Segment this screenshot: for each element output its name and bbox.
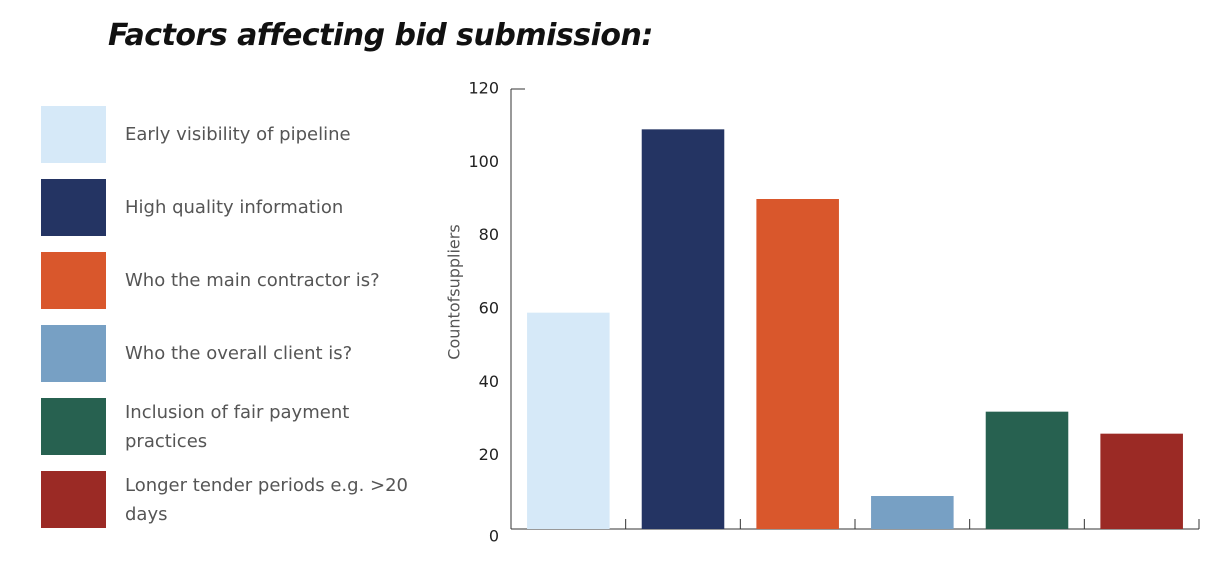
legend-item: Who the main contractor is? <box>41 252 441 309</box>
y-tick-label: 120 <box>468 79 499 98</box>
legend-swatch <box>41 398 106 455</box>
bar <box>871 496 954 529</box>
legend-item: Early visibility of pipeline <box>41 106 441 163</box>
y-tick-label: 0 <box>489 527 499 546</box>
legend-label: Inclusion of fair payment practices <box>125 401 350 452</box>
legend-swatch <box>41 252 106 309</box>
y-axis-label: Countofsuppliers <box>445 224 464 359</box>
bar <box>985 411 1069 529</box>
bar <box>756 199 839 529</box>
bar <box>1100 433 1183 529</box>
y-tick-label: 40 <box>479 372 499 391</box>
bar <box>527 312 610 529</box>
y-tick-label: 20 <box>479 445 499 464</box>
legend-swatch <box>41 325 106 382</box>
legend-label: Who the main contractor is? <box>125 270 380 291</box>
legend-label: Longer tender periods e.g. >20 days <box>125 474 409 525</box>
y-tick-label: 80 <box>479 225 499 244</box>
legend-swatch <box>41 106 106 163</box>
legend-label: High quality information <box>125 197 344 218</box>
legend-item: High quality information <box>41 179 441 236</box>
legend-item: Longer tender periods e.g. >20 days <box>41 471 441 528</box>
legend-item: Who the overall client is? <box>41 325 441 382</box>
chart-title: Factors affecting bid submission: <box>108 18 653 53</box>
y-tick-label: 60 <box>479 299 499 318</box>
legend-swatch <box>41 179 106 236</box>
bar <box>641 129 725 530</box>
legend-swatch <box>41 471 106 528</box>
legend-label: Who the overall client is? <box>125 343 353 364</box>
legend-item: Inclusion of fair payment practices <box>41 398 441 455</box>
legend-label: Early visibility of pipeline <box>125 124 351 145</box>
y-tick-label: 100 <box>468 152 499 171</box>
